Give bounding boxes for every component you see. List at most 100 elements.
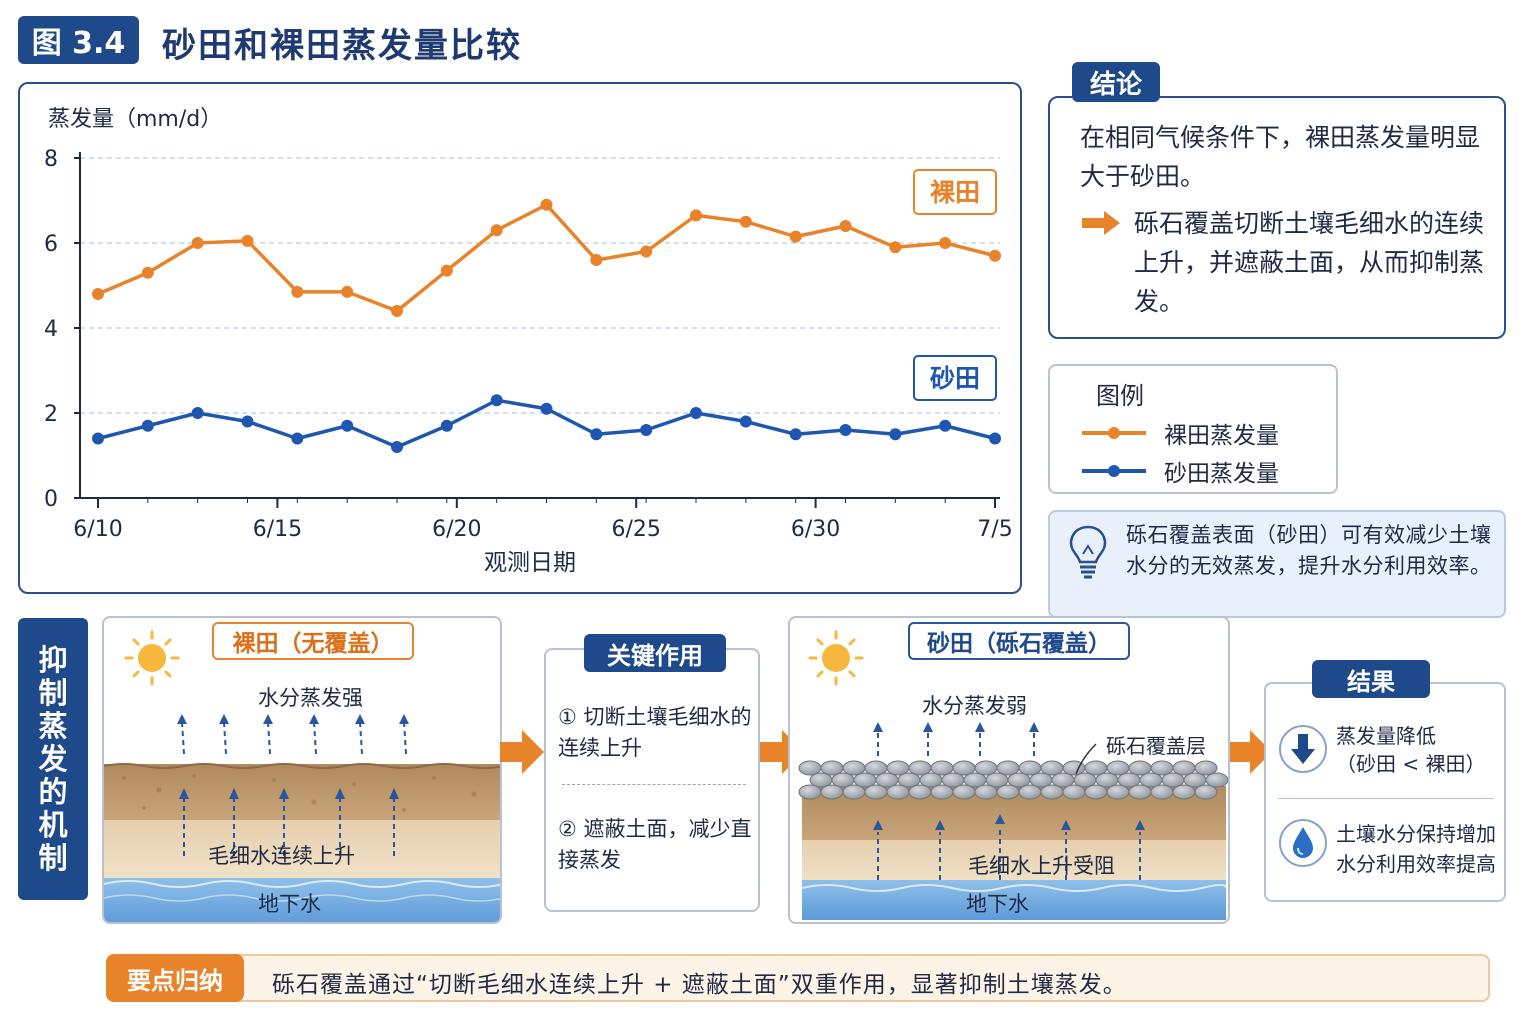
pebble (1084, 784, 1108, 800)
key-role-tag: 关键作用 (584, 634, 726, 672)
bare-groundwater-label: 地下水 (258, 892, 321, 916)
data-point (889, 241, 902, 254)
data-point (141, 419, 154, 432)
data-point (92, 288, 104, 300)
data-point (490, 394, 503, 407)
mechanism-side-tag: 抑 制 蒸 发 的 机 制 (18, 618, 88, 900)
series-line-bare (97, 203, 996, 313)
pebble (996, 784, 1020, 800)
data-point (540, 198, 553, 211)
data-point (490, 224, 503, 237)
data-point (241, 415, 254, 428)
sand-field-illustration (798, 630, 1228, 920)
result-item-2a: 土壤水分保持增加 (1336, 822, 1496, 846)
legend-label-sand: 砂田蒸发量 (1164, 461, 1279, 487)
data-point (789, 230, 802, 243)
pebble (1172, 784, 1196, 800)
data-point (690, 407, 702, 419)
data-point (92, 432, 104, 445)
data-point (640, 245, 653, 258)
series-label-box (913, 355, 997, 401)
bare-field-panel: 裸田（无覆盖） 水分蒸发强 毛细水连续上升 地下水 (102, 616, 502, 924)
summary-text: 砾石覆盖通过“切断毛细水连续上升 + 遮蔽土面”双重作用，显著抑制土壤蒸发。 (272, 972, 1127, 998)
pebble (1040, 784, 1064, 800)
summary-bar: 要点归纳 砾石覆盖通过“切断毛细水连续上升 + 遮蔽土面”双重作用，显著抑制土壤… (106, 954, 1490, 1002)
data-point (889, 428, 902, 441)
data-point (839, 220, 852, 232)
data-point (440, 264, 453, 277)
bare-field-tag: 裸田（无覆盖） (212, 622, 414, 660)
flow-arrow-icon (500, 730, 544, 774)
data-point (391, 305, 403, 317)
flow-arrow-icon (1228, 730, 1272, 774)
divider (562, 784, 746, 785)
series-label: 裸田 (930, 178, 980, 207)
data-point (690, 209, 702, 222)
summary-tag: 要点归纳 (106, 954, 244, 1002)
sun-icon (124, 630, 180, 686)
pebble (1150, 784, 1174, 800)
side-tag-char: 发 (38, 741, 68, 776)
pebble (1106, 784, 1130, 800)
result-panel: 蒸发量降低 （砂田 < 裸田） 土壤水分保持增加 水分利用效率提高 (1264, 682, 1506, 902)
key-item-1: ① 切断土壤毛细水的连续上升 (558, 705, 752, 760)
pebble (1062, 784, 1086, 800)
data-point (191, 237, 204, 249)
data-point (939, 419, 952, 432)
y-tick-label: 0 (44, 487, 58, 512)
side-tag-char: 抑 (38, 642, 68, 677)
sand-groundwater-label: 地下水 (966, 892, 1029, 916)
sand-evap-label: 水分蒸发弱 (922, 694, 1027, 718)
data-point (839, 424, 852, 436)
series-label-box (913, 169, 997, 215)
pebble (952, 784, 976, 800)
y-tick-label: 8 (44, 147, 58, 172)
data-point (540, 402, 553, 415)
pebble (1018, 784, 1042, 800)
legend-item-bare: 裸田蒸发量 (1080, 415, 1279, 451)
orange-line-marker-icon (1082, 427, 1146, 439)
key-role-panel: ① 切断土壤毛细水的连续上升 ② 遮蔽土面，减少直接蒸发 (544, 648, 760, 912)
result-item-1b: （砂田 < 裸田） (1336, 752, 1486, 776)
bare-field-illustration (104, 630, 500, 922)
side-tag-char: 机 (38, 807, 68, 842)
side-tag-char: 的 (38, 774, 68, 809)
data-point (191, 407, 204, 419)
data-point (341, 285, 354, 298)
legend-label-bare: 裸田蒸发量 (1164, 423, 1279, 449)
data-point (440, 419, 453, 432)
sand-field-panel: 砂田（砾石覆盖） 水分蒸发弱 砾石覆盖层 毛细水上升受阻 地下水 (788, 616, 1230, 924)
conclusion-panel: 在相同气候条件下，裸田蒸发量明显大于砂田。 砾石覆盖切断土壤毛细水的连续上升，并… (1048, 96, 1506, 339)
pebble (864, 784, 888, 800)
data-point (590, 254, 603, 266)
bare-evap-label: 水分蒸发强 (258, 686, 363, 710)
data-point (989, 249, 1001, 262)
data-point (391, 441, 403, 453)
pebble (820, 784, 844, 800)
figure-title: 砂田和裸田蒸发量比较 (162, 26, 522, 66)
legend-panel: 图例 裸田蒸发量 砂田蒸发量 (1048, 364, 1338, 494)
data-point (989, 432, 1001, 445)
x-tick-label: 6/15 (253, 517, 302, 542)
result-tag: 结果 (1312, 660, 1430, 698)
pebble (974, 784, 998, 800)
result-item-1a: 蒸发量降低 (1336, 724, 1436, 748)
tip-panel: 砾石覆盖表面（砂田）可有效减少土壤水分的无效蒸发，提升水分利用效率。 (1048, 510, 1506, 618)
conclusion-text-2: 砾石覆盖切断土壤毛细水的连续上升，并遮蔽土面，从而抑制蒸发。 (1134, 209, 1485, 316)
x-tick-label: 6/30 (791, 517, 840, 542)
pebble (1194, 760, 1218, 776)
sun-icon (808, 630, 864, 686)
key-item-2: ② 遮蔽土面，减少直接蒸发 (558, 817, 752, 872)
data-point (640, 424, 653, 436)
conclusion-tag: 结论 (1072, 62, 1160, 102)
pebble (842, 784, 866, 800)
data-point (141, 266, 154, 279)
conclusion-text-1: 在相同气候条件下，裸田蒸发量明显大于砂田。 (1080, 123, 1481, 191)
pebble (930, 784, 954, 800)
y-tick-label: 4 (44, 317, 58, 342)
data-point (739, 415, 752, 428)
result-item-2b: 水分利用效率提高 (1336, 852, 1496, 876)
pebble (798, 784, 822, 800)
pebble (1128, 784, 1152, 800)
figure-number-badge: 图 3.4 (18, 16, 139, 64)
